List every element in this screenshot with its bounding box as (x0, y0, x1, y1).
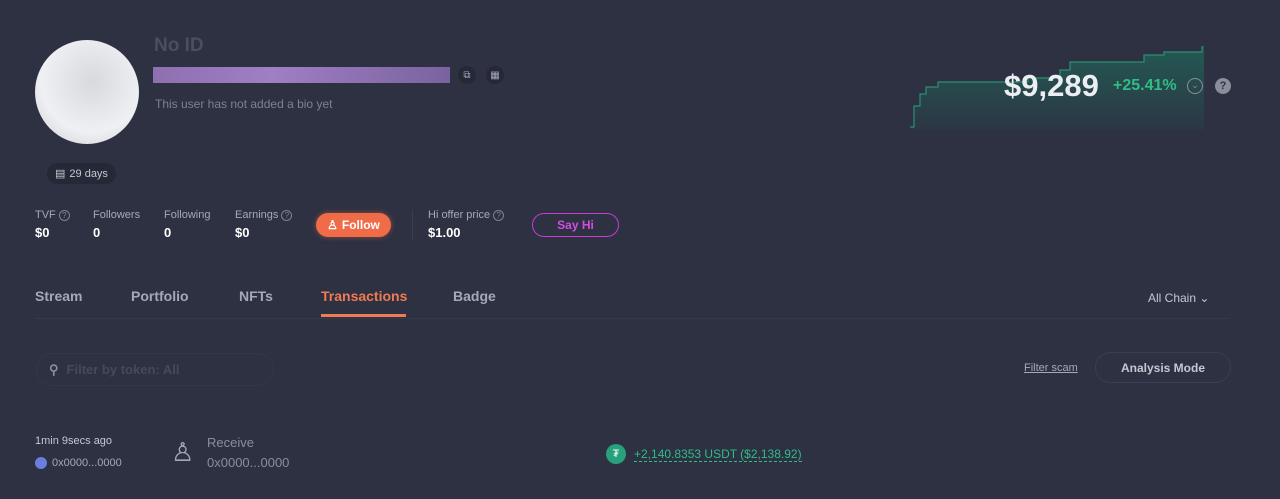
balance-value: $9,289 (1004, 68, 1099, 103)
follow-button[interactable]: ♙ Follow (316, 213, 391, 237)
help-icon[interactable]: ? (1215, 78, 1231, 94)
stat-followers[interactable]: Followers 0 (93, 209, 141, 240)
chain-select[interactable]: All Chain ⌄ (1148, 291, 1210, 305)
ethereum-icon (35, 457, 47, 469)
help-icon[interactable]: ? (281, 210, 293, 221)
copy-icon[interactable]: ⧉ (458, 66, 476, 84)
tabs-divider (35, 318, 1230, 319)
profile-name: No ID (154, 35, 204, 56)
tab-portfolio[interactable]: Portfolio (131, 288, 189, 304)
analysis-mode-button[interactable]: Analysis Mode (1095, 352, 1231, 383)
stat-tvf: TVF ? $0 (35, 209, 70, 240)
tx-time: 1min 9secs ago (35, 435, 113, 447)
stat-earnings: Earnings ? $0 (235, 209, 293, 240)
account-age-badge: ▤ 29 days (47, 163, 116, 184)
help-icon[interactable]: ? (493, 210, 505, 221)
balance-sparkline (910, 46, 1204, 130)
say-hi-button[interactable]: Say Hi (532, 213, 619, 237)
tab-nfts[interactable]: NFTs (239, 288, 273, 304)
active-tab-indicator (321, 314, 406, 317)
search-icon: ⚲ (49, 361, 59, 377)
chevron-down-icon: ⌄ (1199, 291, 1210, 305)
calendar-icon: ▤ (55, 168, 66, 180)
filter-scam-link[interactable]: Filter scam (1024, 362, 1078, 374)
tab-stream[interactable]: Stream (35, 288, 83, 304)
hi-offer-price: Hi offer price ? $1.00 (428, 209, 505, 240)
tx-from[interactable]: 0x0000...0000 (35, 457, 122, 469)
tab-transactions[interactable]: Transactions (321, 288, 408, 304)
usdt-token-icon: ₮ (606, 444, 626, 464)
tx-counterparty[interactable]: 0x0000...0000 (207, 455, 290, 470)
bio: This user has not added a bio yet (155, 97, 333, 111)
stat-following[interactable]: Following 0 (164, 209, 211, 240)
user-icon: ♙ (171, 437, 195, 467)
avatar (35, 40, 139, 144)
qr-code-icon[interactable]: ▦ (486, 66, 504, 84)
divider (412, 210, 413, 240)
token-filter-input[interactable]: ⚲ Filter by token: All (36, 353, 274, 386)
tx-type: Receive (207, 435, 254, 450)
tx-amount[interactable]: +2,140.8353 USDT ($2,138.92) (634, 447, 802, 462)
help-icon[interactable]: ? (58, 210, 70, 221)
tab-badge[interactable]: Badge (453, 288, 496, 304)
chevron-down-icon[interactable]: ⌄ (1187, 78, 1203, 94)
balance-change: +25.41% (1113, 77, 1177, 94)
user-plus-icon: ♙ (327, 218, 338, 232)
wallet-address-bar (153, 67, 450, 83)
